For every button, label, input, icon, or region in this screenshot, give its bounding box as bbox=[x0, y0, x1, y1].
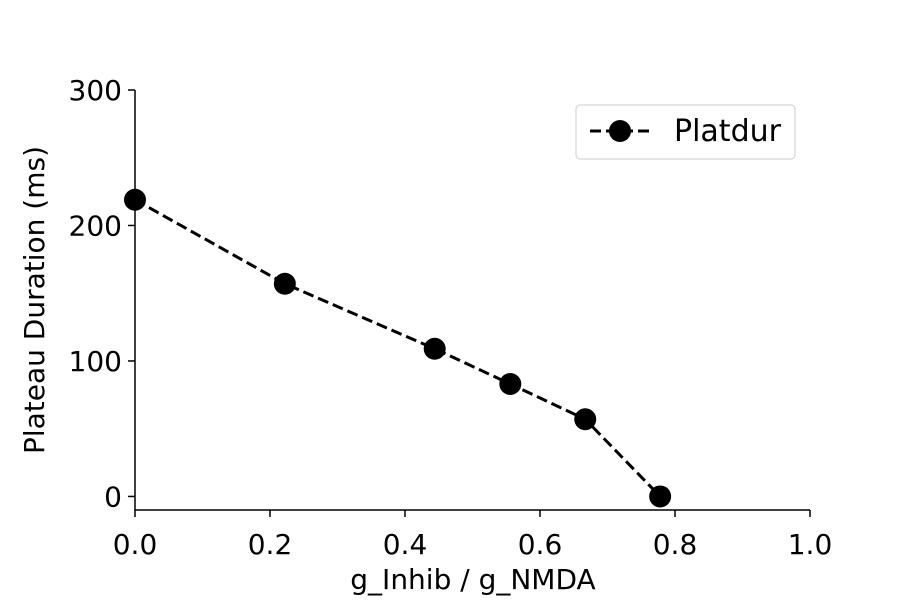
y-ticks: 0 100 200 300 bbox=[69, 74, 135, 513]
data-point bbox=[273, 272, 296, 295]
data-point bbox=[574, 408, 597, 431]
data-point bbox=[423, 337, 446, 360]
x-tick-label: 1.0 bbox=[788, 528, 833, 561]
y-tick-label: 100 bbox=[69, 345, 122, 378]
x-tick-label: 0.6 bbox=[518, 528, 563, 561]
axes: 0.0 0.2 0.4 0.6 0.8 1.0 0 100 200 300 bbox=[69, 74, 833, 561]
y-tick-label: 300 bbox=[69, 74, 122, 107]
x-ticks: 0.0 0.2 0.4 0.6 0.8 1.0 bbox=[113, 510, 833, 561]
legend-label: Platdur bbox=[674, 114, 782, 149]
y-tick-label: 0 bbox=[104, 480, 122, 513]
x-axis-label: g_Inhib / g_NMDA bbox=[350, 563, 595, 596]
data-point bbox=[499, 373, 522, 395]
series-line bbox=[134, 198, 662, 498]
y-axis-label: Plateau Duration (ms) bbox=[18, 146, 51, 454]
x-tick-label: 0.8 bbox=[653, 528, 698, 561]
x-tick-label: 0.2 bbox=[248, 528, 293, 561]
x-tick-label: 0.4 bbox=[383, 528, 428, 561]
legend-frame bbox=[575, 104, 796, 160]
legend: Platdur bbox=[575, 104, 796, 160]
data-point bbox=[649, 485, 672, 508]
y-tick-label: 200 bbox=[69, 209, 122, 242]
x-tick-label: 0.0 bbox=[113, 528, 158, 561]
legend-marker bbox=[609, 120, 631, 142]
series-layer bbox=[124, 188, 672, 508]
data-point bbox=[124, 188, 146, 211]
